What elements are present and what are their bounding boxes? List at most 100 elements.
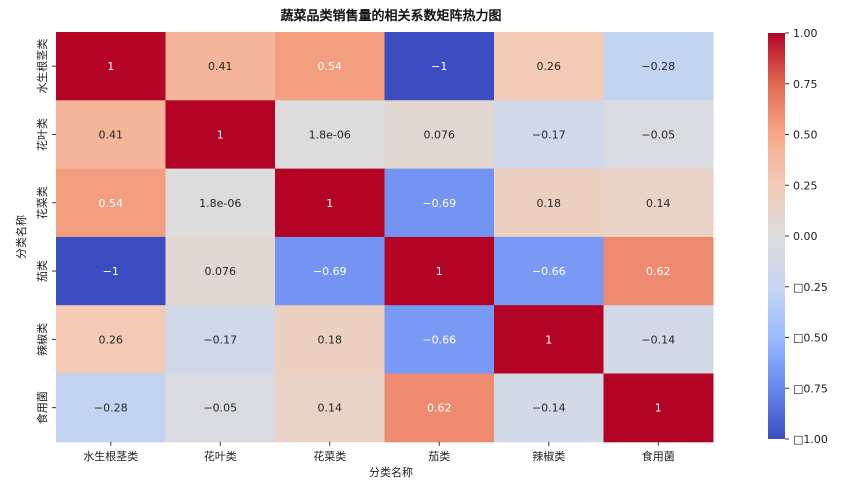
cell-value-label: 1 [326, 197, 333, 210]
colorbar-gradient [768, 33, 785, 439]
heatmap-cell [165, 168, 276, 238]
heatmap-cell [603, 236, 714, 306]
cell-value-label: 0.54 [318, 60, 343, 73]
cell-value-label: 0.41 [208, 60, 233, 73]
colorbar [768, 33, 785, 439]
cell-value-label: −0.69 [313, 265, 347, 278]
y-tick-label: 食用菌 [35, 391, 49, 424]
heatmap-cell [275, 373, 385, 443]
heatmap-cell [384, 32, 495, 101]
heatmap-cell [384, 305, 495, 374]
x-tick-label: 食用菌 [642, 449, 675, 463]
heatmap-cell [56, 305, 166, 374]
cell-value-label: 0.14 [646, 197, 671, 210]
heatmap-cell [603, 100, 714, 170]
heatmap-cell [165, 32, 276, 101]
heatmap-cell [56, 100, 166, 170]
heatmap-cell [275, 100, 385, 170]
heatmap-cell [494, 305, 604, 374]
cell-value-label: −0.66 [422, 333, 456, 346]
cell-value-label: −0.05 [203, 402, 237, 415]
heatmap-cell [275, 305, 385, 374]
colorbar-tick-label: 0.50 [793, 129, 818, 142]
cell-value-label: 0.18 [537, 197, 562, 210]
cell-value-label: −0.17 [203, 333, 237, 346]
cell-value-label: −1 [431, 60, 447, 73]
y-axis-label: 分类名称 [14, 215, 28, 259]
cell-value-label: 1 [217, 128, 224, 141]
heatmap-cell [165, 373, 276, 443]
cell-value-label: 0.076 [424, 128, 456, 141]
cell-value-label: 0.62 [646, 265, 671, 278]
y-tick-label: 辣椒类 [35, 323, 49, 356]
cell-value-label: 0.14 [318, 402, 343, 415]
cell-value-label: 0.41 [99, 128, 124, 141]
x-tick-label: 花叶类 [204, 449, 237, 463]
colorbar-tick-label: □1.00 [793, 433, 828, 446]
heatmap-cell [494, 100, 604, 170]
cell-value-label: −0.14 [532, 402, 566, 415]
x-tick-label: 水生根茎类 [83, 449, 138, 463]
heatmap-cell [165, 305, 276, 374]
heatmap-cell [384, 100, 495, 170]
y-tick-label: 水生根茎类 [35, 39, 49, 94]
colorbar-tick-label: □0.25 [793, 281, 828, 294]
heatmap-cell [275, 32, 385, 101]
cell-value-label: 0.26 [537, 60, 562, 73]
heatmap-cell [56, 236, 166, 306]
heatmap-cell [603, 373, 714, 443]
cell-value-label: 1.8e-06 [309, 128, 351, 141]
heatmap-cell [275, 168, 385, 238]
cell-value-label: 1.8e-06 [199, 197, 241, 210]
heatmap-cell [384, 236, 495, 306]
heatmap-cell [494, 168, 604, 238]
cell-value-label: −0.66 [532, 265, 566, 278]
cell-value-label: 0.18 [318, 333, 343, 346]
heatmap-cell [603, 168, 714, 238]
heatmap-cell [56, 373, 166, 443]
colorbar-tick-label: □0.50 [793, 332, 828, 345]
heatmap-cell [603, 305, 714, 374]
y-tick-label: 花菜类 [35, 186, 49, 219]
heatmap-cell [165, 100, 276, 170]
heatmap-cell [384, 373, 495, 443]
heatmap-cell [494, 236, 604, 306]
x-tick-label: 辣椒类 [532, 449, 565, 463]
colorbar-tick-label: 0.75 [793, 78, 818, 91]
heatmap-cell [56, 168, 166, 238]
colorbar-tick-label: 1.00 [793, 27, 818, 40]
heatmap-cell [494, 32, 604, 101]
y-tick-label: 花叶类 [35, 118, 49, 151]
heatmap-cell [275, 236, 385, 306]
cell-value-label: 0.076 [205, 265, 237, 278]
cell-value-label: −1 [103, 265, 119, 278]
cell-value-label: 0.54 [99, 197, 124, 210]
x-axis-label: 分类名称 [369, 465, 413, 479]
x-axis-ticks: 水生根茎类 花叶类 花菜类 茄类 辣椒类 食用菌 [83, 441, 675, 463]
cell-value-label: 1 [655, 402, 662, 415]
colorbar-tick-label: 0.00 [793, 230, 818, 243]
colorbar-tick-label: □0.75 [793, 382, 828, 395]
x-tick-label: 茄类 [428, 449, 450, 463]
colorbar-ticks: 1.00 0.75 0.50 0.25 0.00 □0.25 □0.50 □0.75 □1.00 [785, 27, 828, 446]
heatmap-cell [384, 168, 495, 238]
cell-value-label: −0.28 [94, 402, 128, 415]
x-tick-label: 花菜类 [313, 449, 346, 463]
cell-value-label: −0.69 [422, 197, 456, 210]
heatmap-cell [494, 373, 604, 443]
y-tick-label: 茄类 [35, 260, 49, 282]
cell-value-label: −0.05 [641, 128, 675, 141]
cell-value-label: −0.17 [532, 128, 566, 141]
cell-value-label: 1 [545, 333, 552, 346]
heatmap-cell [165, 236, 276, 306]
cell-value-label: −0.28 [641, 60, 675, 73]
cell-value-label: 1 [436, 265, 443, 278]
chart-title: 蔬菜品类销售量的相关系数矩阵热力图 [280, 8, 501, 24]
cell-value-label: −0.14 [641, 333, 675, 346]
cell-value-label: 1 [107, 60, 114, 73]
heatmap-cell [56, 32, 166, 101]
cell-value-label: 0.26 [99, 333, 124, 346]
cell-value-label: 0.62 [427, 402, 452, 415]
